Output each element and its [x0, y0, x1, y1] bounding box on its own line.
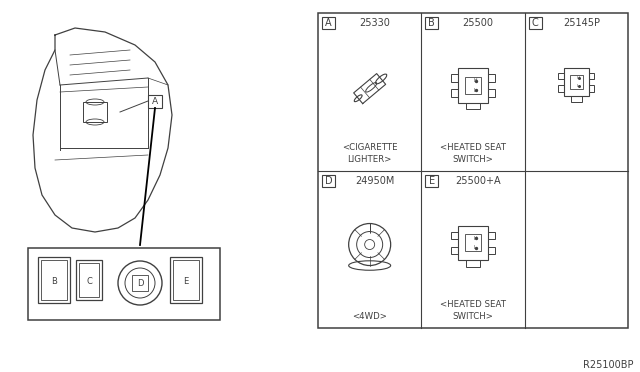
Bar [467, 260, 479, 267]
Text: A: A [152, 97, 158, 106]
Bar [488, 89, 495, 97]
Text: <4WD>: <4WD> [352, 312, 387, 321]
Bar [83, 102, 107, 122]
Text: 24950M: 24950M [355, 176, 394, 186]
Bar [558, 73, 564, 79]
Bar [76, 260, 102, 300]
Text: H: H [473, 236, 477, 241]
Text: L: L [474, 88, 476, 93]
Text: H: H [473, 78, 477, 83]
Bar [451, 231, 458, 239]
Bar [451, 89, 458, 97]
Text: <HEATED SEAT
SWITCH>: <HEATED SEAT SWITCH> [440, 300, 506, 321]
Text: 25500: 25500 [463, 18, 493, 28]
Bar [41, 260, 67, 300]
Bar [571, 96, 582, 102]
Text: <CIGARETTE
LIGHTER>: <CIGARETTE LIGHTER> [342, 143, 397, 164]
Bar [465, 234, 481, 251]
Bar [322, 174, 335, 186]
Bar [529, 17, 541, 29]
Bar [564, 68, 589, 96]
Text: E: E [184, 276, 189, 285]
Text: A: A [325, 18, 332, 28]
Bar [589, 86, 595, 92]
Bar [322, 17, 335, 29]
Text: E: E [429, 176, 435, 186]
Text: H: H [577, 76, 579, 80]
Text: C: C [86, 276, 92, 285]
Bar [465, 77, 481, 94]
Text: L: L [474, 245, 476, 250]
Bar [451, 247, 458, 254]
Bar [426, 174, 438, 186]
Text: D: D [137, 279, 143, 288]
Bar [488, 247, 495, 254]
Bar [570, 75, 582, 89]
Bar [148, 95, 162, 108]
Bar [170, 257, 202, 303]
Bar [426, 17, 438, 29]
Bar [488, 231, 495, 239]
Text: <HEATED SEAT
SWITCH>: <HEATED SEAT SWITCH> [440, 143, 506, 164]
Text: 25330: 25330 [360, 18, 390, 28]
Bar [79, 263, 99, 297]
Text: 25500+A: 25500+A [455, 176, 501, 186]
Bar [318, 13, 628, 328]
Bar [467, 103, 479, 109]
Bar [488, 74, 495, 81]
Text: 25145P: 25145P [563, 18, 600, 28]
Text: R25100BP: R25100BP [582, 360, 633, 370]
Bar [451, 74, 458, 81]
Text: B: B [51, 276, 57, 285]
Text: L: L [577, 84, 579, 88]
Bar [458, 226, 488, 260]
Bar [558, 86, 564, 92]
Bar [173, 260, 199, 300]
Text: B: B [428, 18, 435, 28]
Bar [458, 68, 488, 103]
Text: D: D [324, 176, 332, 186]
Text: C: C [532, 18, 538, 28]
Bar [38, 257, 70, 303]
Bar [589, 73, 595, 79]
Bar [28, 248, 220, 320]
Bar [132, 275, 148, 291]
